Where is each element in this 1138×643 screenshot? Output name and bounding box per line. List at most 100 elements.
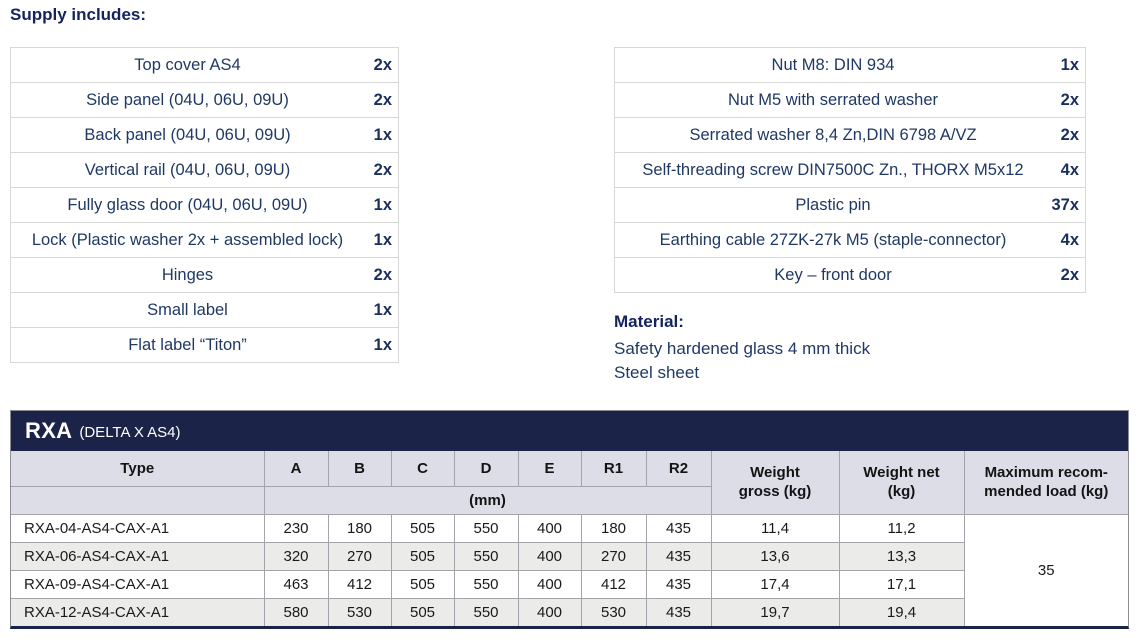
supply-item-label: Hinges <box>161 265 214 284</box>
supply-row: Earthing cable 27ZK-27k M5 (staple-conne… <box>615 223 1085 258</box>
cell-weight-gross: 11,4 <box>710 513 840 543</box>
supply-row: Side panel (04U, 06U, 09U) 2x <box>11 83 398 118</box>
supply-row: Small label 1x <box>11 293 398 328</box>
supply-item-label: Serrated washer 8,4 Zn,DIN 6798 A/VZ <box>689 125 977 144</box>
cell-c: 505 <box>390 569 455 599</box>
supply-item-label: Fully glass door (04U, 06U, 09U) <box>67 195 308 214</box>
supply-item-label: Nut M8: DIN 934 <box>771 55 895 74</box>
supply-item-qty: 2x <box>373 55 392 74</box>
cell-type: RXA-04-AS4-CAX-A1 <box>10 513 265 543</box>
cell-r1: 412 <box>580 569 647 599</box>
supply-row: Nut M5 with serrated washer 2x <box>615 83 1085 118</box>
material-line: Steel sheet <box>614 363 700 382</box>
supply-item-qty: 1x <box>373 300 392 319</box>
supply-item-label: Side panel (04U, 06U, 09U) <box>86 90 289 109</box>
cell-a: 463 <box>263 569 329 599</box>
supply-item-qty: 1x <box>1060 55 1079 74</box>
cell-weight-gross: 13,6 <box>710 541 840 571</box>
cell-type: RXA-06-AS4-CAX-A1 <box>10 541 265 571</box>
supply-item-qty: 1x <box>373 195 392 214</box>
supply-row: Lock (Plastic washer 2x + assembled lock… <box>11 223 398 258</box>
cell-weight-gross: 17,4 <box>710 569 840 599</box>
column-header-b: B <box>327 450 392 487</box>
cell-type: RXA-12-AS4-CAX-A1 <box>10 597 265 627</box>
supply-row: Vertical rail (04U, 06U, 09U) 2x <box>11 153 398 188</box>
cell-r2: 435 <box>645 569 712 599</box>
supply-row: Top cover AS4 2x <box>11 48 398 83</box>
cell-d: 550 <box>453 513 519 543</box>
cell-b: 412 <box>327 569 392 599</box>
column-header-d: D <box>453 450 519 487</box>
supply-item-qty: 4x <box>1060 230 1079 249</box>
cell-r2: 435 <box>645 597 712 627</box>
material-heading: Material: <box>614 312 684 331</box>
cell-a: 580 <box>263 597 329 627</box>
column-header-max-load: Maximum recom-mended load (kg) <box>963 450 1129 515</box>
cell-r1: 180 <box>580 513 647 543</box>
supply-item-qty: 2x <box>373 90 392 109</box>
supply-item-qty: 2x <box>1060 125 1079 144</box>
cell-b: 180 <box>327 513 392 543</box>
column-header-r1: R1 <box>580 450 647 487</box>
supply-row: Hinges 2x <box>11 258 398 293</box>
supply-item-label: Vertical rail (04U, 06U, 09U) <box>84 160 291 179</box>
material-line: Safety hardened glass 4 mm thick <box>614 339 871 358</box>
supply-item-qty: 1x <box>373 230 392 249</box>
rxa-table-title-bar: RXA (DELTA X AS4) <box>11 411 1128 451</box>
cell-weight-net: 13,3 <box>838 541 965 571</box>
supply-item-qty: 2x <box>373 265 392 284</box>
column-header-a: A <box>263 450 329 487</box>
cell-a: 320 <box>263 541 329 571</box>
table-row: RXA-06-AS4-CAX-A1 320 270 505 550 400 27… <box>10 541 1128 571</box>
supply-item-label: Lock (Plastic washer 2x + assembled lock… <box>31 230 344 249</box>
supply-item-qty: 2x <box>1060 265 1079 284</box>
supply-item-label: Self-threading screw DIN7500C Zn., THORX… <box>642 160 1024 179</box>
column-header-e: E <box>517 450 582 487</box>
cell-c: 505 <box>390 513 455 543</box>
page-title: Supply includes: <box>10 5 147 24</box>
cell-weight-net: 19,4 <box>838 597 965 627</box>
table-row: RXA-04-AS4-CAX-A1 230 180 505 550 400 18… <box>10 513 1129 627</box>
supply-item-qty: 2x <box>373 160 392 179</box>
rxa-table-section: RXA (DELTA X AS4) Type A B C D E R1 R2 W… <box>10 410 1129 629</box>
cell-e: 400 <box>517 513 582 543</box>
supply-item-label: Nut M5 with serrated washer <box>728 90 938 109</box>
supply-item-qty: 1x <box>373 335 392 354</box>
cell-weight-net: 11,2 <box>838 513 965 543</box>
supply-item-qty: 4x <box>1060 160 1079 179</box>
supply-item-qty: 2x <box>1060 90 1079 109</box>
supply-row: Self-threading screw DIN7500C Zn., THORX… <box>615 153 1085 188</box>
rxa-header-row: Type A B C D E R1 R2 Weight gross (kg) W… <box>10 450 1129 515</box>
cell-r2: 435 <box>645 513 712 543</box>
column-header-type: Type <box>10 450 265 487</box>
supply-table-left: Top cover AS4 2x Side panel (04U, 06U, 0… <box>10 47 399 363</box>
cell-e: 400 <box>517 541 582 571</box>
cell-c: 505 <box>390 541 455 571</box>
supply-row: Plastic pin 37x <box>615 188 1085 223</box>
supply-row: Serrated washer 8,4 Zn,DIN 6798 A/VZ 2x <box>615 118 1085 153</box>
unit-label: (mm) <box>263 485 712 515</box>
supply-table-right: Nut M8: DIN 934 1x Nut M5 with serrated … <box>614 47 1086 293</box>
column-header-weight-net: Weight net (kg) <box>838 450 965 515</box>
supply-item-qty: 37x <box>1051 195 1079 214</box>
supply-row: Back panel (04U, 06U, 09U) 1x <box>11 118 398 153</box>
cell-d: 550 <box>453 597 519 627</box>
cell-e: 400 <box>517 569 582 599</box>
cell-weight-net: 17,1 <box>838 569 965 599</box>
supply-item-label: Top cover AS4 <box>134 55 241 74</box>
supply-item-qty: 1x <box>373 125 392 144</box>
cell-d: 550 <box>453 541 519 571</box>
supply-item-label: Key – front door <box>774 265 892 284</box>
column-header-weight-gross: Weight gross (kg) <box>710 450 840 515</box>
table-row: RXA-09-AS4-CAX-A1 463 412 505 550 400 41… <box>10 569 1128 599</box>
supply-row: Fully glass door (04U, 06U, 09U) 1x <box>11 188 398 223</box>
empty-header-cell <box>10 485 265 515</box>
cell-weight-gross: 19,7 <box>710 597 840 627</box>
cell-b: 530 <box>327 597 392 627</box>
supply-item-label: Plastic pin <box>795 195 871 214</box>
column-header-r2: R2 <box>645 450 712 487</box>
cell-a: 230 <box>263 513 329 543</box>
cell-e: 400 <box>517 597 582 627</box>
supply-row: Key – front door 2x <box>615 258 1085 292</box>
cell-r1: 270 <box>580 541 647 571</box>
